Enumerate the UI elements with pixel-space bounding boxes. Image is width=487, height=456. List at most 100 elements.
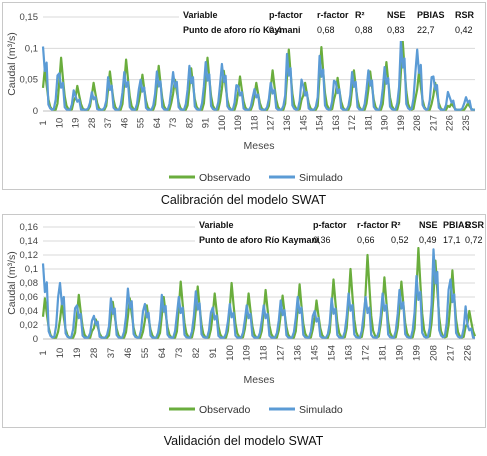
y-tick-label: 0,12 — [20, 250, 39, 261]
y-tick-label: 0,05 — [20, 75, 39, 86]
x-tick-label: 217 — [428, 115, 439, 131]
x-tick-label: 136 — [293, 345, 304, 361]
stats-table-bg — [195, 217, 475, 247]
stats-table-header: RSR — [465, 220, 485, 230]
stats-table-bg — [179, 7, 475, 41]
x-tick-label: 100 — [217, 115, 228, 131]
stats-table-header: R² — [391, 220, 401, 230]
x-tick-label: 109 — [233, 115, 244, 131]
y-tick-label: 0 — [33, 334, 38, 345]
x-tick-label: 199 — [396, 115, 407, 131]
stats-table-cell: Punto de aforo Río Kaymani — [199, 235, 320, 245]
stats-table-cell: 17,1 — [443, 235, 461, 245]
x-tick-label: 145 — [310, 345, 321, 361]
x-tick-label: 55 — [136, 118, 147, 129]
y-axis-title: Caudal (m³/s) — [6, 32, 18, 96]
x-tick-label: 82 — [191, 348, 202, 359]
calibration-chart: 0 0,05 0,1 0,15 1 10 19 28 37 46 55 64 73 82 91 100 109 1… — [6, 7, 475, 184]
stats-table-header: PBIAS — [443, 220, 471, 230]
stats-table-cell: 0,49 — [419, 235, 437, 245]
y-tick-label: 0,02 — [20, 320, 39, 331]
validation-caption: Validación del modelo SWAT — [163, 434, 324, 448]
x-tick-label: 28 — [89, 348, 100, 359]
stats-table-cell: 0,83 — [387, 25, 405, 35]
x-tick-label: 28 — [87, 118, 98, 129]
y-tick-label: 0 — [33, 106, 38, 117]
stats-table-header: r-factor — [317, 10, 349, 20]
y-tick-label: 0,1 — [25, 43, 38, 54]
x-tick-label: 1 — [38, 120, 49, 125]
series-line-simulado — [41, 248, 475, 339]
stats-table-cell: 22,7 — [417, 25, 435, 35]
stats-table-cell: 0,42 — [455, 25, 473, 35]
legend-label-observado: Observado — [199, 172, 251, 184]
stats-table-header: NSE — [419, 220, 438, 230]
legend-label-observado: Observado — [199, 404, 251, 416]
stats-table-cell: 0,52 — [391, 235, 409, 245]
stats-table-header: r-factor — [357, 220, 389, 230]
x-tick-label: 1 — [38, 350, 49, 355]
x-tick-label: 37 — [103, 118, 114, 129]
stats-table-header: R² — [355, 10, 365, 20]
x-tick-label: 19 — [71, 118, 82, 129]
x-tick-label: 235 — [461, 115, 472, 131]
series-line-simulado — [41, 39, 475, 111]
x-tick-label: 10 — [54, 118, 65, 129]
x-tick-label: 172 — [361, 345, 372, 361]
y-tick-label: 0,04 — [20, 306, 39, 317]
x-tick-label: 154 — [327, 345, 338, 361]
x-tick-label: 208 — [428, 345, 439, 361]
x-tick-label: 172 — [347, 115, 358, 131]
stats-table-cell: 0,66 — [357, 235, 375, 245]
legend-label-simulado: Simulado — [299, 404, 343, 416]
x-tick-label: 181 — [363, 115, 374, 131]
x-tick-label: 226 — [445, 115, 456, 131]
stats-table-cell: 0,72 — [465, 235, 483, 245]
x-tick-label: 145 — [298, 115, 309, 131]
y-tick-label: 0,14 — [20, 236, 39, 247]
x-tick-label: 190 — [380, 115, 391, 131]
x-tick-label: 55 — [140, 348, 151, 359]
x-tick-label: 46 — [123, 348, 134, 359]
x-tick-label: 154 — [315, 115, 326, 131]
x-tick-label: 64 — [152, 118, 163, 129]
x-tick-label: 64 — [157, 348, 168, 359]
x-tick-label: 46 — [119, 118, 130, 129]
x-tick-label: 163 — [331, 115, 342, 131]
x-tick-label: 118 — [259, 345, 270, 360]
stats-table-header: p-factor — [313, 220, 347, 230]
x-tick-label: 217 — [445, 345, 456, 361]
validation-chart: 0 0,02 0,04 0,06 0,08 0,1 0,12 0,14 0,16 1 10 19 28 3… — [6, 217, 485, 416]
x-tick-label: 127 — [266, 115, 277, 131]
x-tick-label: 73 — [174, 348, 185, 359]
stats-table-header: Variable — [183, 10, 218, 20]
stats-table-cell: 0,36 — [313, 235, 331, 245]
x-tick-label: 91 — [208, 348, 219, 359]
x-tick-label: 82 — [184, 118, 195, 129]
y-tick-label: 0,08 — [20, 278, 39, 289]
stats-table-header: PBIAS — [417, 10, 445, 20]
x-tick-label: 190 — [395, 345, 406, 361]
y-axis-title: Caudal (m³/s) — [6, 251, 18, 315]
calibration-caption: Calibración del modelo SWAT — [160, 193, 327, 207]
y-tick-label: 0,06 — [20, 292, 39, 303]
y-tick-label: 0,16 — [20, 222, 39, 233]
x-tick-label: 127 — [276, 345, 287, 361]
stats-table-cell: 0,88 — [355, 25, 373, 35]
stats-table-header: NSE — [387, 10, 406, 20]
x-tick-label: 10 — [55, 348, 66, 359]
x-tick-label: 37 — [106, 348, 117, 359]
validation-chart-panel: 0 0,02 0,04 0,06 0,08 0,1 0,12 0,14 0,16 1 10 19 28 3… — [2, 214, 486, 428]
stats-table-header: RSR — [455, 10, 475, 20]
stats-table-cell: 0,4 — [269, 25, 282, 35]
x-tick-label: 109 — [242, 345, 253, 361]
x-tick-label: 73 — [168, 118, 179, 129]
x-tick-label: 163 — [344, 345, 355, 361]
x-tick-label: 19 — [72, 348, 83, 359]
stats-table-cell: 0,68 — [317, 25, 335, 35]
series-line-observado — [41, 246, 477, 339]
stats-table-header: Variable — [199, 220, 234, 230]
x-tick-label: 100 — [225, 345, 236, 361]
legend-label-simulado: Simulado — [299, 172, 343, 184]
x-tick-label: 199 — [412, 345, 423, 361]
